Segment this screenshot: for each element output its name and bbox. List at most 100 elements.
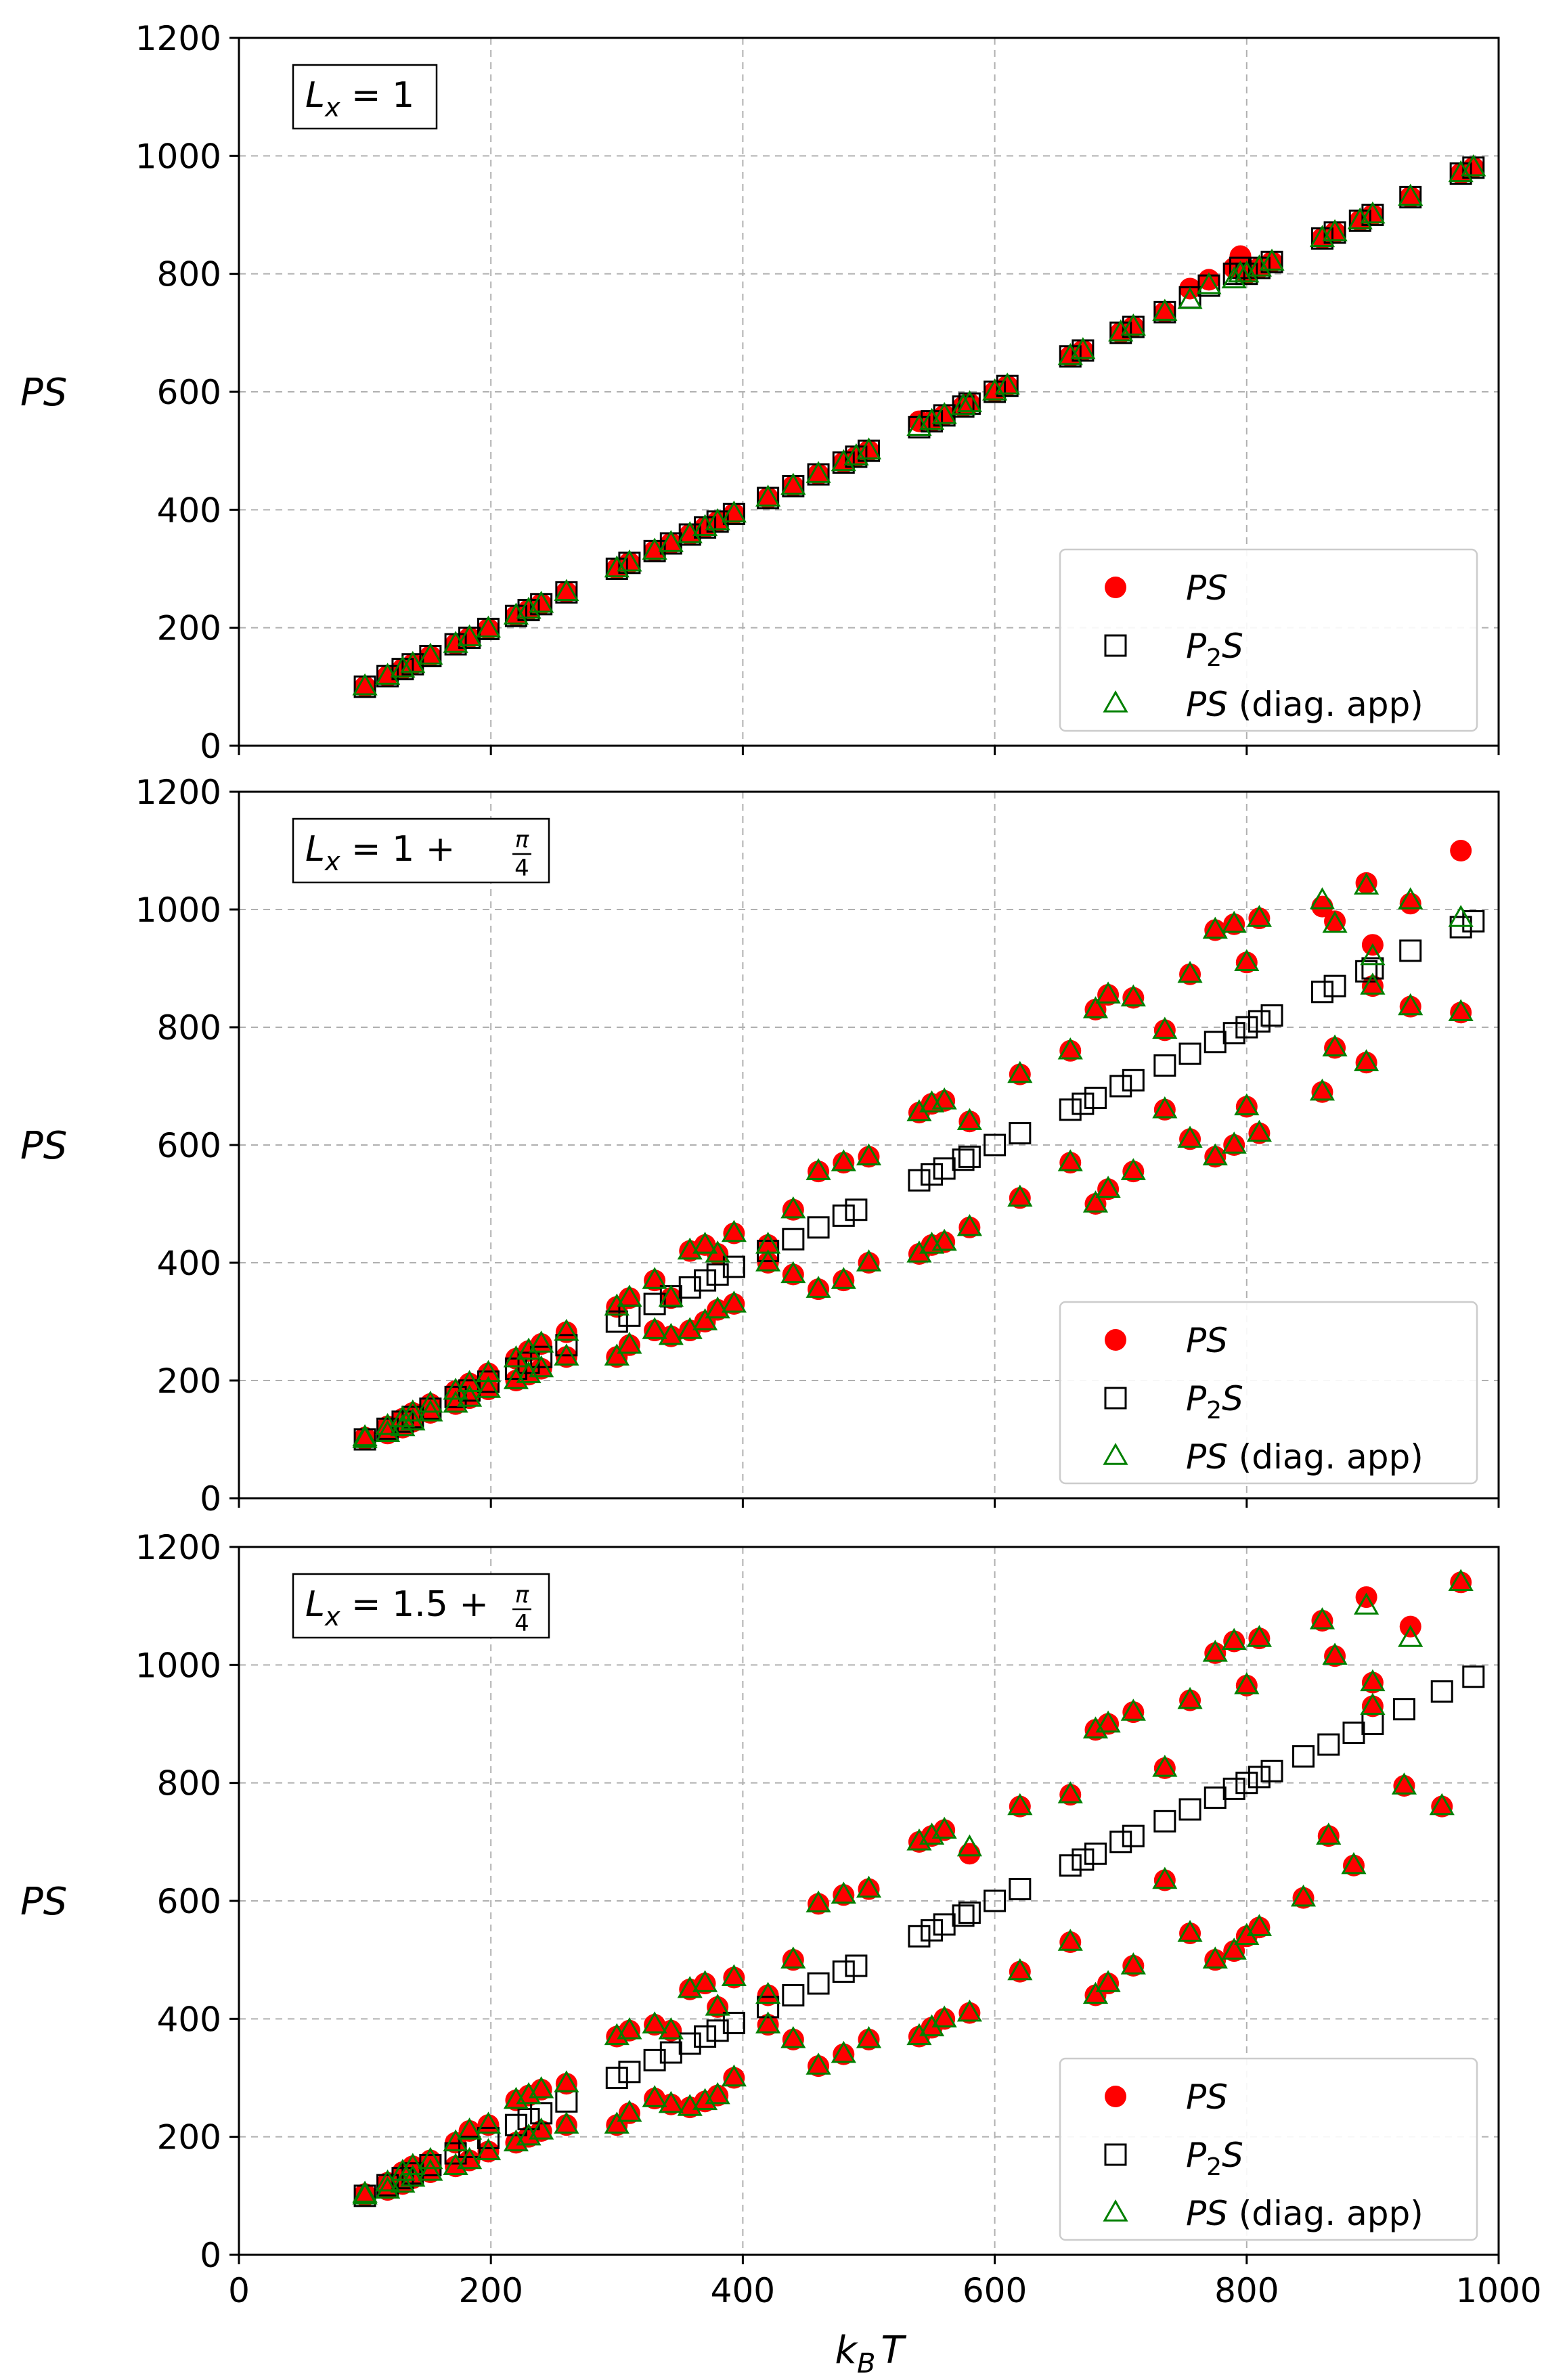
data-point-PS_diag: [1120, 1158, 1146, 1180]
data-point-P2S: [1235, 1016, 1258, 1039]
data-point-PS: [660, 2019, 682, 2042]
data-point-PS_diag: [780, 1261, 806, 1284]
data-point-PS_diag: [1177, 1125, 1203, 1148]
data-point-PS: [477, 2114, 500, 2136]
data-point-PS: [1311, 895, 1333, 918]
data-point-PS_diag: [1095, 1175, 1121, 1198]
data-point-PS: [1097, 984, 1120, 1006]
y-tick-label: 200: [157, 1362, 221, 1401]
data-point-PS_diag: [1290, 1884, 1317, 1907]
data-point-PS: [660, 1325, 682, 1347]
data-point-P2S: [444, 2142, 467, 2165]
data-point-PS_diag: [400, 2164, 426, 2187]
data-point-PS: [782, 1263, 804, 1286]
data-point-PS_diag: [400, 2153, 426, 2175]
annotation-var: L: [305, 75, 325, 116]
data-point-PS_diag: [982, 378, 1008, 401]
data-point-P2S: [643, 2048, 666, 2071]
data-point-PS: [1311, 1609, 1333, 1632]
data-point-PS: [1324, 1037, 1346, 1059]
data-point-PS: [757, 487, 779, 509]
data-point-PS_diag: [1082, 1981, 1109, 2004]
data-point-PS_diag: [1316, 1822, 1342, 1845]
legend-label-main: PS: [1186, 1437, 1228, 1477]
data-point-PS_diag: [919, 1822, 945, 1845]
data-point-PS: [458, 2149, 481, 2172]
legend-label-main: P: [1186, 1379, 1207, 1418]
data-point-PS_diag: [1354, 1592, 1380, 1615]
data-point-P2S: [1222, 263, 1245, 286]
data-point-PS_diag: [1152, 1866, 1178, 1889]
legend-marker-P2S: [1104, 634, 1127, 657]
data-point-PS: [1355, 1052, 1377, 1074]
data-point-PS_diag: [617, 2099, 642, 2122]
y-axis-label: PS: [20, 1124, 67, 1168]
data-point-PS: [1009, 1960, 1031, 1983]
legend-marker-P2S: [1104, 2143, 1127, 2166]
legend-label-main: PS: [1186, 2078, 1228, 2117]
data-point-PS_diag: [554, 2070, 579, 2092]
data-point-PS_diag: [1007, 1793, 1033, 1816]
data-point-PS: [1361, 1671, 1384, 1694]
data-point-PS_diag: [1448, 1569, 1474, 1591]
y-tick-label: 0: [200, 727, 221, 766]
data-point-PS_diag: [705, 1240, 730, 1263]
data-point-PS_diag: [1221, 1627, 1247, 1651]
data-point-PS: [1235, 1096, 1258, 1118]
data-point-PS_diag: [1322, 219, 1348, 242]
y-tick-label: 1200: [135, 773, 221, 812]
data-point-PS: [782, 1949, 804, 1971]
data-point-PS_diag: [1234, 260, 1260, 283]
data-point-PS: [782, 1198, 804, 1221]
data-point-PS_diag: [617, 549, 642, 572]
data-point-PS_diag: [642, 1317, 667, 1339]
data-point-PS_diag: [843, 443, 869, 466]
data-point-PS: [1179, 1128, 1201, 1150]
data-point-PS: [1248, 1627, 1271, 1650]
data-point-PS: [1059, 1784, 1082, 1806]
data-point-PS: [419, 645, 441, 667]
data-point-PS_diag: [755, 1981, 781, 2004]
series-PS_diag: [352, 1569, 1474, 2205]
data-point-P2S: [1260, 1004, 1283, 1027]
data-point-PS_diag: [658, 2090, 684, 2113]
data-point-P2S: [376, 1417, 399, 1440]
data-point-PS: [644, 2014, 666, 2036]
y-tick-label: 1000: [135, 891, 221, 930]
data-point-P2S: [952, 1904, 975, 1927]
data-point-PS_diag: [1057, 342, 1083, 365]
data-point-PS_diag: [443, 1377, 468, 1400]
data-point-PS: [808, 1893, 830, 1915]
data-point-PS: [694, 1973, 716, 1995]
annotation-frame: [292, 64, 438, 130]
data-point-PS: [1153, 301, 1176, 323]
data-point-PS: [723, 1967, 745, 1989]
data-point-PS_diag: [1221, 910, 1247, 933]
annotation-rest: = 1.5 +: [340, 1584, 488, 1625]
data-point-PS_diag: [617, 2017, 642, 2040]
legend-frame: [1059, 2057, 1478, 2241]
data-point-P2S: [1122, 1069, 1145, 1092]
data-point-PS_diag: [1360, 1669, 1386, 1692]
data-point-PS_diag: [805, 1158, 831, 1180]
data-point-P2S: [1462, 1665, 1485, 1688]
data-point-P2S: [921, 1919, 944, 1942]
data-point-PS_diag: [1398, 1625, 1423, 1647]
data-point-PS: [757, 1984, 779, 2006]
data-point-PS_diag: [1322, 1034, 1348, 1057]
data-point-P2S: [1342, 1722, 1365, 1745]
data-point-PS_diag: [831, 449, 856, 472]
data-point-PS_diag: [1360, 1692, 1386, 1715]
data-point-PS: [555, 2114, 577, 2136]
data-point-PS: [858, 2028, 880, 2050]
data-point-PS_diag: [931, 2005, 957, 2028]
data-point-P2S: [1449, 916, 1472, 939]
data-point-PS: [530, 1333, 552, 1355]
data-point-PS_diag: [705, 2082, 730, 2105]
data-point-P2S: [1248, 1010, 1271, 1033]
data-point-PS_diag: [418, 642, 443, 665]
legend-label-PS: PS: [1186, 2078, 1228, 2117]
data-point-PS_diag: [1360, 943, 1386, 966]
data-point-PS_diag: [721, 1290, 747, 1313]
data-point-PS: [808, 1278, 830, 1301]
